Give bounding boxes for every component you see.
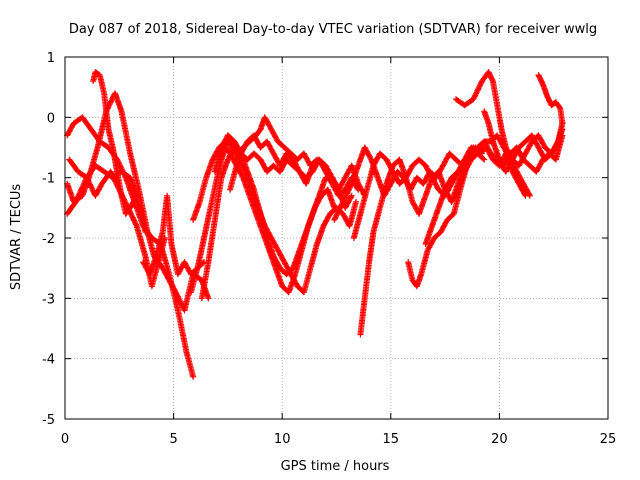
data-point-markers [64, 114, 197, 380]
series-track-6 [140, 192, 208, 278]
y-tick-label: 0 [47, 111, 55, 126]
data-point-markers [535, 72, 566, 127]
data-points [64, 69, 566, 380]
x-tick-label: 25 [600, 432, 617, 447]
series-track-2 [64, 114, 197, 380]
x-tick-label: 20 [491, 432, 508, 447]
data-point-markers [448, 132, 533, 205]
data-point-markers [140, 192, 208, 278]
y-tick-label: -3 [42, 292, 55, 307]
data-point-markers [350, 150, 468, 241]
x-tick-label: 10 [274, 432, 291, 447]
x-tick-label: 0 [61, 432, 69, 447]
data-point-markers [227, 114, 327, 193]
y-tick-label: 1 [47, 51, 55, 66]
y-tick-label: -4 [42, 353, 55, 368]
series-track-21 [448, 132, 533, 205]
x-tick-label: 15 [383, 432, 400, 447]
series-track-5 [66, 156, 168, 290]
data-point-markers [66, 156, 168, 290]
ticks [64, 56, 609, 420]
series-track-15 [350, 150, 468, 241]
x-tick-label: 5 [169, 432, 177, 447]
y-tick-label: -5 [42, 413, 55, 428]
y-tick-label: -2 [42, 232, 55, 247]
y-axis-label: SDTVAR / TECUs [9, 184, 24, 291]
series-track-12 [227, 114, 327, 193]
tick-labels: 0 5 10 15 20 25 -5 -4 -3 -2 -1 0 1 [42, 51, 616, 447]
series-track-20 [535, 72, 566, 127]
x-axis-label: GPS time / hours [281, 459, 390, 474]
y-tick-label: -1 [42, 172, 55, 187]
chart-title: Day 087 of 2018, Sidereal Day-to-day VTE… [69, 22, 597, 37]
